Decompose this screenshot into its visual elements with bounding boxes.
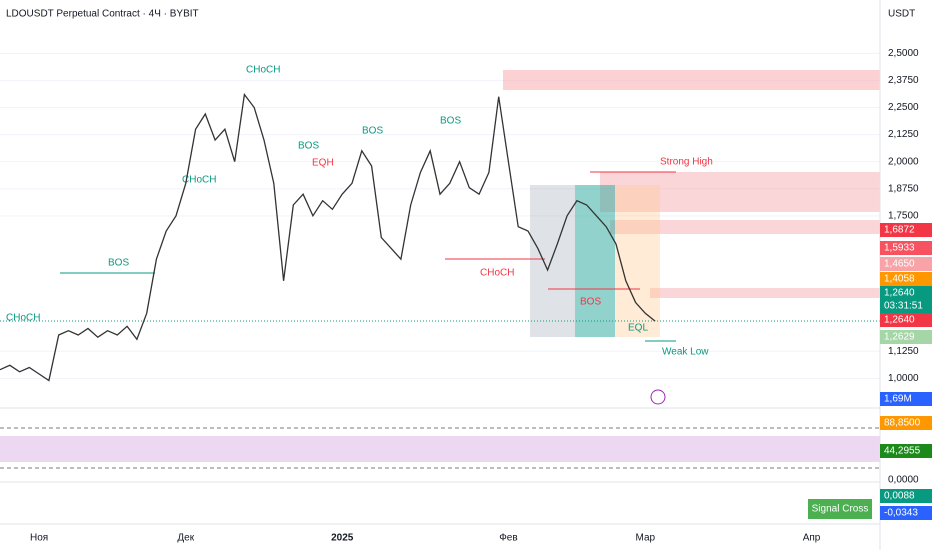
price-tag: [880, 313, 932, 327]
annotation: Strong High: [660, 157, 713, 168]
x-tick-label: Мар: [636, 533, 656, 544]
alert-icon: [650, 389, 666, 405]
price-line: [0, 92, 656, 382]
oscillator-band: [0, 436, 880, 462]
annotation: BOS: [362, 126, 383, 137]
pane-axis-label: 0,0000: [888, 475, 919, 486]
annotation: EQL: [628, 323, 648, 334]
price-tag-label: -0,0343: [884, 508, 918, 519]
annotation: BOS: [440, 116, 461, 127]
y-tick-label: 2,2500: [888, 102, 919, 113]
supply-zone: [600, 172, 880, 212]
x-tick-label: Ноя: [30, 533, 48, 544]
x-tick-label: Фев: [499, 533, 517, 544]
price-tag: [880, 257, 932, 271]
annotation: CHoCH: [480, 268, 514, 279]
price-tag: [880, 444, 932, 458]
annotation: BOS: [108, 258, 129, 269]
price-tag-label: 1,2640: [884, 288, 915, 299]
currency: USDT: [888, 9, 915, 20]
price-tag: [880, 489, 932, 503]
annotation: BOS: [298, 141, 319, 152]
price-tag-label: 1,5933: [884, 243, 915, 254]
range-box: [575, 185, 615, 337]
supply-zone: [610, 220, 880, 234]
annotation: BOS: [580, 297, 601, 308]
y-tick-label: 1,0000: [888, 373, 919, 384]
price-tag: [880, 330, 932, 344]
price-tag-label: 88,8500: [884, 418, 921, 429]
supply-zone: [650, 288, 880, 298]
price-tag-label: 1,69M: [884, 394, 912, 405]
price-tag-label: 1,4058: [884, 274, 915, 285]
y-tick-label: 1,7500: [888, 210, 919, 221]
price-tag: [880, 272, 932, 286]
price-tag-label: 1,6872: [884, 225, 915, 236]
signal-label: Signal Cross: [812, 504, 869, 515]
y-tick-label: 2,1250: [888, 129, 919, 140]
y-tick-label: 2,0000: [888, 156, 919, 167]
price-tag-sub: 03:31:51: [884, 301, 923, 312]
chart-title: LDOUSDT Perpetual Contract · 4Ч · BYBIT: [6, 9, 199, 20]
range-box: [530, 185, 575, 337]
price-tag: [880, 223, 932, 237]
x-tick-label: 2025: [331, 533, 354, 544]
annotation: CHoCH: [6, 313, 40, 324]
price-tag-label: 0,0088: [884, 491, 915, 502]
range-box: [615, 185, 660, 337]
x-tick-label: Апр: [803, 533, 821, 544]
x-tick-label: Дек: [177, 533, 194, 544]
price-tag: [880, 392, 932, 406]
price-tag-label: 1,2629: [884, 332, 915, 343]
annotation: EQH: [312, 158, 334, 169]
price-tag: [880, 506, 932, 520]
annotation: Weak Low: [662, 347, 709, 358]
price-tag: [880, 241, 932, 255]
annotation: CHoCH: [246, 65, 280, 76]
price-tag-label: 44,2955: [884, 446, 921, 457]
price-tag-label: 1,2640: [884, 315, 915, 326]
signal-badge: [808, 499, 872, 519]
y-tick-label: 2,3750: [888, 75, 919, 86]
y-tick-label: 2,5000: [888, 48, 919, 59]
grid: [0, 52, 880, 379]
price-tag: [880, 286, 932, 314]
annotation: CHoCH: [182, 175, 216, 186]
supply-zone: [503, 70, 880, 90]
price-tag-label: 1,4650: [884, 259, 915, 270]
y-tick-label: 1,8750: [888, 183, 919, 194]
price-tag: [880, 416, 932, 430]
y-tick-label: 1,1250: [888, 346, 919, 357]
